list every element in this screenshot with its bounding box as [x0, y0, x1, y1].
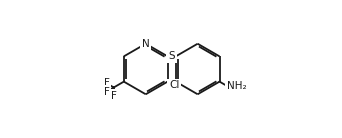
Text: Cl: Cl — [169, 80, 179, 90]
Text: F: F — [104, 78, 110, 88]
Text: F: F — [111, 91, 117, 101]
Text: N: N — [142, 39, 149, 49]
Text: NH₂: NH₂ — [227, 81, 246, 91]
Text: F: F — [104, 87, 110, 97]
Text: S: S — [168, 51, 175, 61]
